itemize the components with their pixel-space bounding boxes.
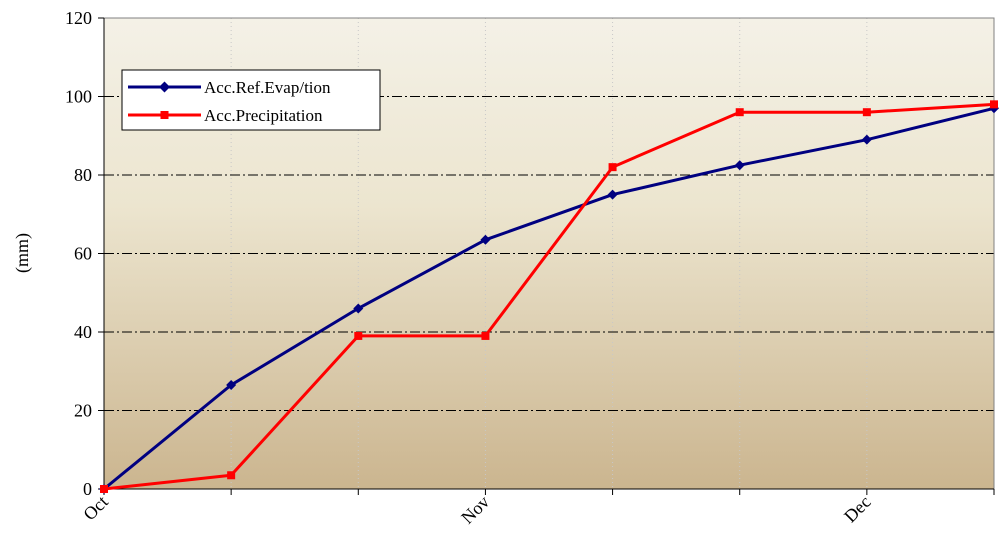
legend-marker-diamond <box>159 81 170 93</box>
data-point-square <box>227 471 236 480</box>
data-point-diamond <box>353 303 364 314</box>
y-tick-label: 20 <box>74 401 92 421</box>
data-point-diamond <box>607 189 618 200</box>
y-tick-label: 60 <box>74 244 92 264</box>
y-tick-label: 40 <box>74 322 92 342</box>
legend: Acc.Ref.Evap/tion Acc.Precipitation <box>121 69 381 131</box>
data-point-square <box>354 331 363 340</box>
y-axis-title: (mm) <box>12 233 33 273</box>
legend-marker-square <box>160 111 169 119</box>
data-point-square <box>735 108 744 117</box>
data-point-diamond <box>734 160 745 171</box>
data-point-square <box>608 163 617 172</box>
x-tick-label: Nov <box>457 492 493 528</box>
data-point-square <box>990 100 998 109</box>
series-layer <box>99 100 999 494</box>
y-tick-label: 80 <box>74 165 92 185</box>
series-line <box>103 102 995 491</box>
data-point-square <box>100 485 108 493</box>
data-point-diamond <box>861 134 872 145</box>
y-tick-label: 0 <box>83 479 92 499</box>
x-tick-label: Dec <box>840 492 875 527</box>
series-2 <box>100 100 998 493</box>
y-axis-ticks: 0 20 40 60 80 100 120 <box>65 8 104 499</box>
x-axis-ticks: Oct Nov Dec <box>79 489 995 528</box>
data-point-diamond <box>226 379 237 390</box>
data-point-square <box>481 331 490 340</box>
y-tick-label: 120 <box>65 8 92 28</box>
data-point-diamond <box>480 234 491 245</box>
series-line <box>103 106 995 491</box>
y-tick-label: 100 <box>65 87 92 107</box>
legend-label-series-2: Acc.Precipitation <box>204 106 323 125</box>
legend-box <box>121 69 381 131</box>
legend-label-series-1: Acc.Ref.Evap/tion <box>204 78 331 97</box>
data-point-square <box>862 108 871 117</box>
